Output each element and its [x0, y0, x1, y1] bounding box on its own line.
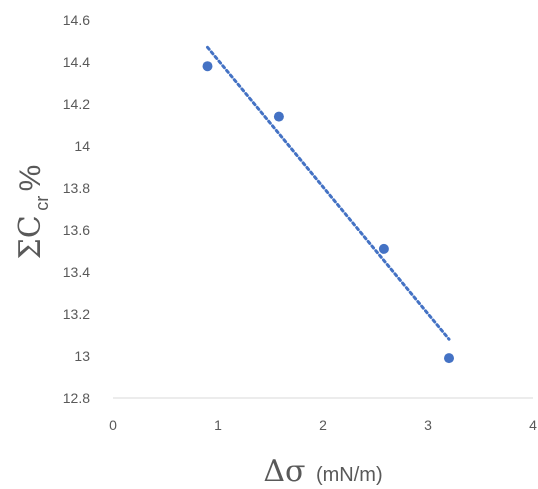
data-point — [202, 61, 213, 72]
y-tick-label: 14.6 — [63, 12, 90, 28]
y-tick-label: 12.8 — [63, 390, 90, 406]
y-tick-label: 14.4 — [63, 54, 90, 70]
data-point — [378, 243, 389, 254]
y-axis-title-main: ΣC — [13, 215, 48, 259]
y-tick-label: 14.2 — [63, 96, 90, 112]
x-tick-label: 0 — [109, 417, 117, 433]
x-axis-title-symbol: Δσ — [263, 454, 305, 489]
y-axis-title: ΣC cr % — [13, 165, 52, 260]
y-tick-label: 14 — [74, 138, 90, 154]
y-axis-title-sub: cr — [32, 196, 52, 211]
y-tick-label: 13.4 — [63, 264, 90, 280]
data-point — [444, 353, 454, 364]
x-tick-label: 3 — [424, 417, 432, 433]
x-axis-title-unit: (mN/m) — [316, 464, 383, 486]
y-tick-label: 13.6 — [63, 222, 90, 238]
trendline — [206, 45, 451, 341]
y-tick-label: 13.8 — [63, 180, 90, 196]
x-tick-label: 2 — [319, 417, 327, 433]
data-point — [273, 111, 284, 122]
y-tick-label: 13 — [74, 348, 90, 364]
y-axis-title-suffix: % — [14, 165, 47, 192]
x-tick-label: 4 — [529, 417, 537, 433]
y-axis-ticks: 12.8 13 13.2 13.4 13.6 13.8 14 14.2 14.4 14.6 — [63, 12, 90, 406]
x-axis-title: Δσ (mN/m) — [263, 454, 382, 489]
x-tick-label: 1 — [214, 417, 222, 433]
x-axis-ticks: 0 1 2 3 4 — [109, 417, 537, 433]
y-tick-label: 13.2 — [63, 306, 90, 322]
data-points — [202, 61, 454, 364]
